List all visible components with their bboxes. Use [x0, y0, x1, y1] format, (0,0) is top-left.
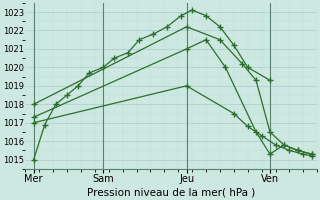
X-axis label: Pression niveau de la mer( hPa ): Pression niveau de la mer( hPa )	[87, 187, 255, 197]
